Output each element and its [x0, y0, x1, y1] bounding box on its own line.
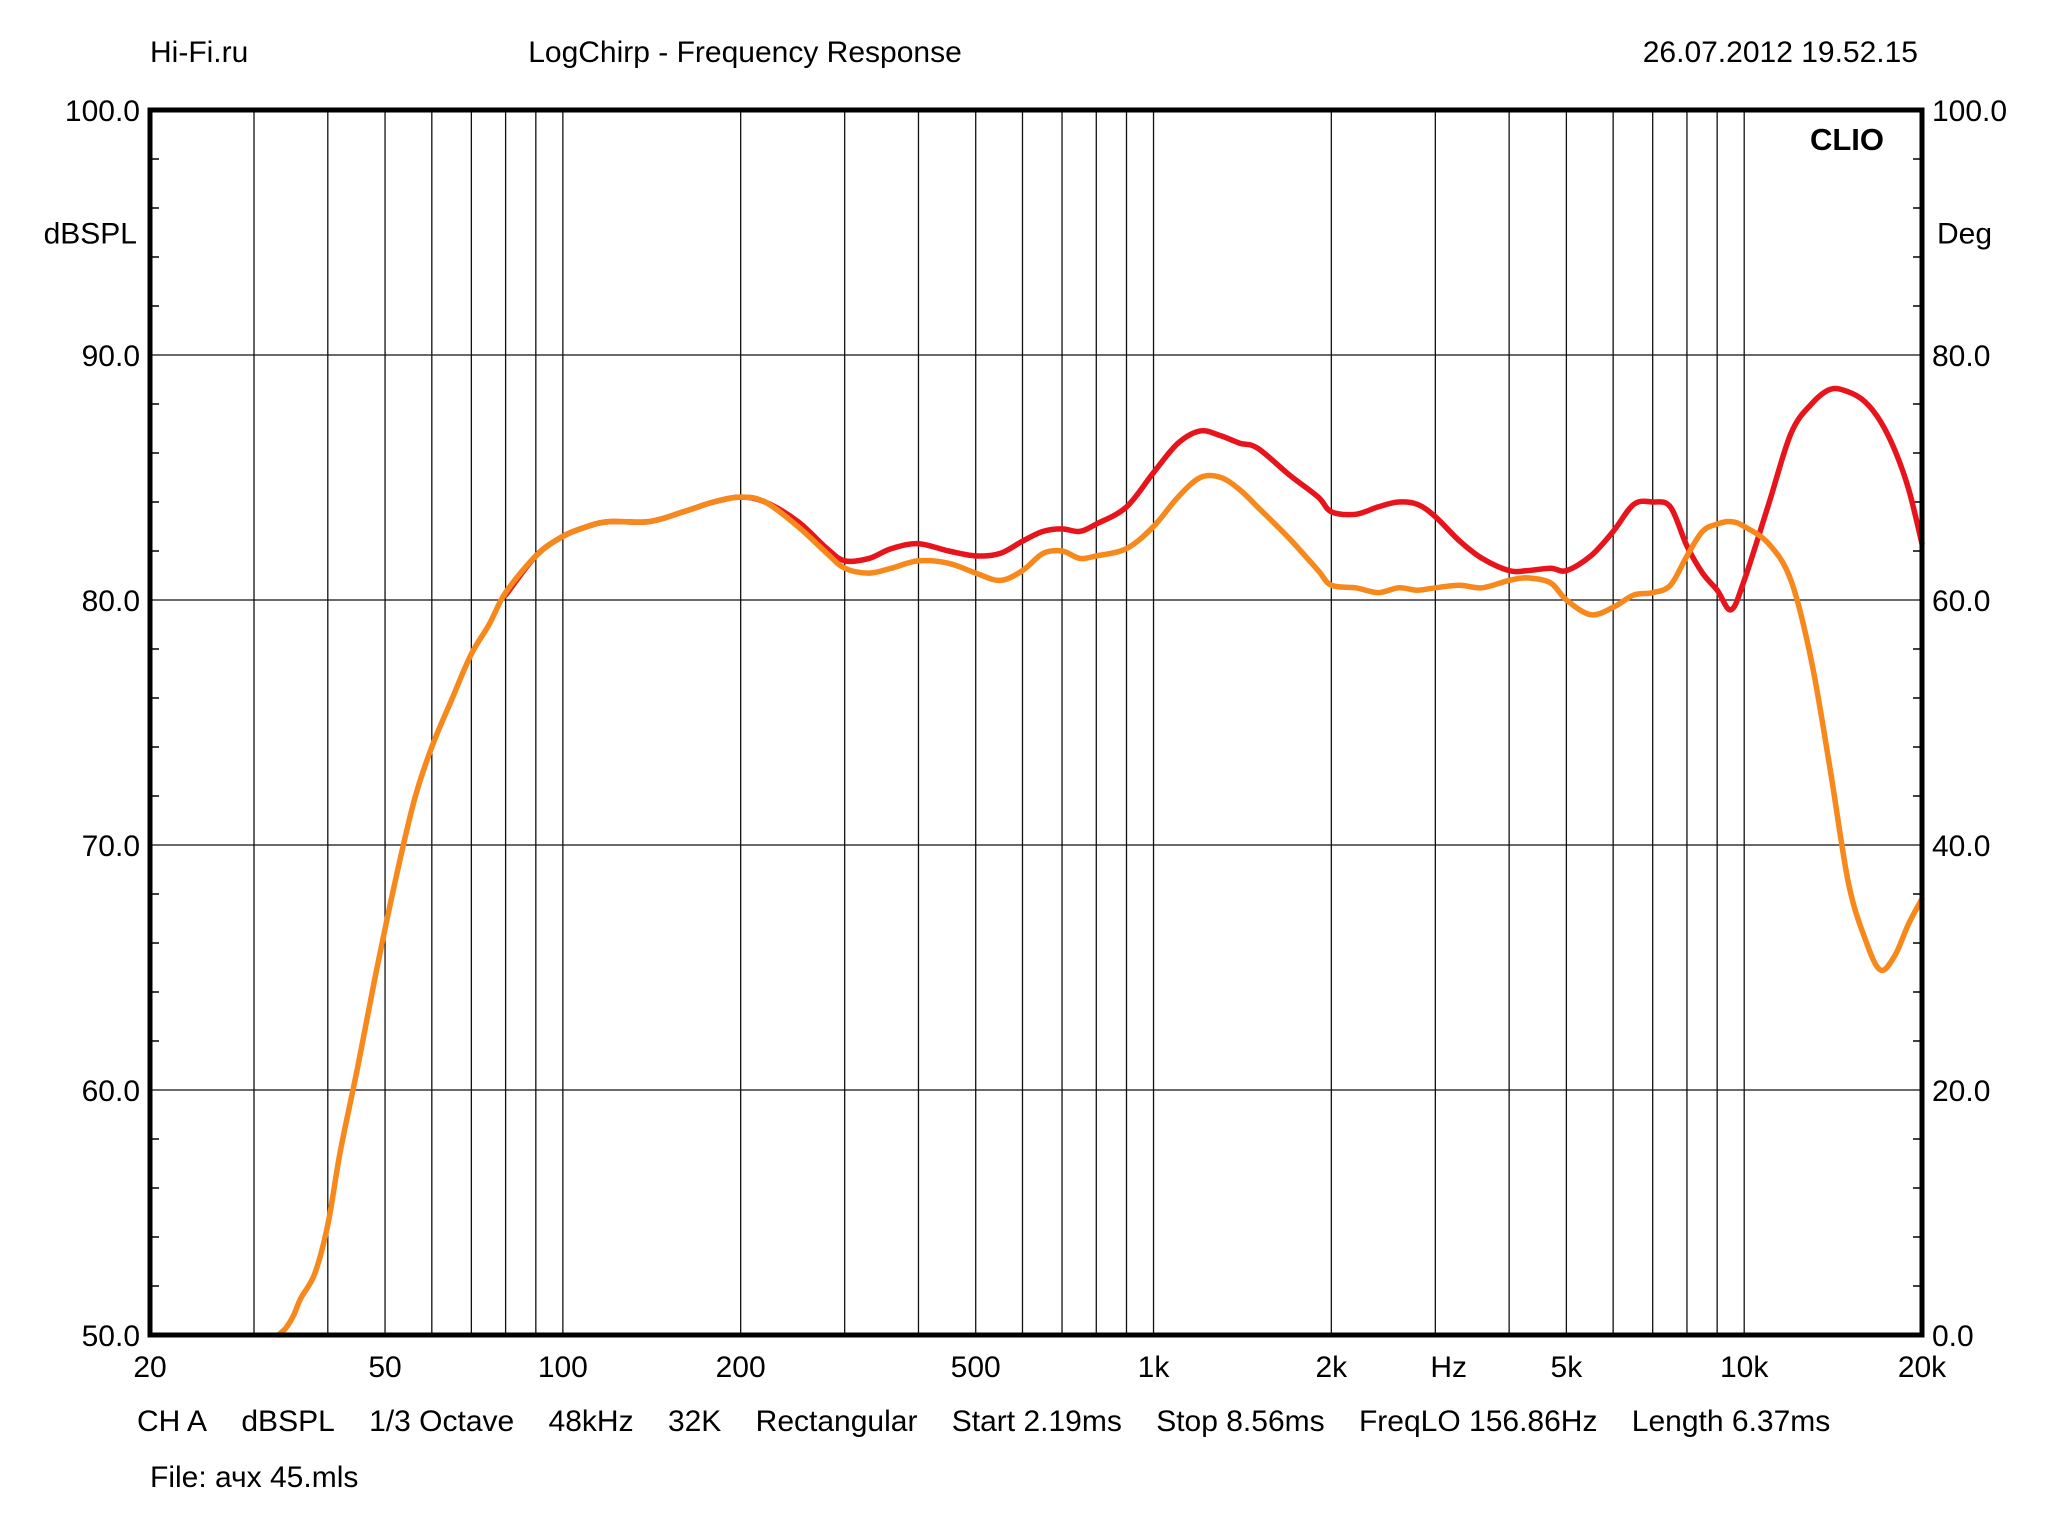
info-smoothing: 1/3 Octave — [369, 1405, 515, 1438]
info-start: Start 2.19ms — [951, 1405, 1122, 1438]
y-tick-label: 50.0 — [82, 1320, 140, 1353]
clio-logo: CLIO — [1810, 122, 1884, 157]
grid — [150, 110, 1922, 1335]
file-name: File: ачх 45.mls — [150, 1461, 359, 1494]
y2-tick-label: 20.0 — [1932, 1075, 1990, 1108]
y-tick-label: 80.0 — [82, 585, 140, 618]
axis-labels: 20 50 100 200 500 1k 2k 5k 10k 20k Hz 50.0 60.0 70.0 8… — [44, 95, 2007, 1384]
info-length: Length 6.37ms — [1631, 1405, 1831, 1438]
y2-tick-label: 100.0 — [1932, 95, 2007, 128]
info-sample-rate: 48kHz — [548, 1405, 634, 1438]
x-tick-label: 20 — [133, 1351, 166, 1384]
y-tick-label: 100.0 — [65, 95, 140, 128]
y2-tick-label: 40.0 — [1932, 830, 1990, 863]
info-unit: dBSPL — [241, 1405, 335, 1438]
info-channel: CH A — [137, 1405, 208, 1438]
x-tick-label: 500 — [951, 1351, 1001, 1384]
measurement-info: CH A dBSPL 1/3 Octave 48kHz 32K Rectangu… — [137, 1405, 1856, 1439]
y-tick-label: 70.0 — [82, 830, 140, 863]
minor-ticks — [150, 158, 1922, 1287]
y-tick-label: 90.0 — [82, 340, 140, 373]
plot-frame — [147, 107, 1925, 1338]
x-tick-label: 2k — [1315, 1351, 1348, 1384]
y2-tick-label: 80.0 — [1932, 340, 1990, 373]
y-tick-label: 60.0 — [82, 1075, 140, 1108]
x-tick-label: 1k — [1138, 1351, 1171, 1384]
x-tick-label: 200 — [716, 1351, 766, 1384]
x-axis-label: Hz — [1430, 1351, 1467, 1384]
series-line-1 — [502, 385, 1925, 613]
y-axis-label: dBSPL — [44, 218, 137, 251]
x-tick-label: 10k — [1720, 1351, 1769, 1384]
info-freqlo: FreqLO 156.86Hz — [1358, 1405, 1598, 1438]
info-size: 32K — [667, 1405, 722, 1438]
info-stop: Stop 8.56ms — [1156, 1405, 1325, 1438]
series-layer — [275, 385, 1925, 1338]
header-timestamp: 26.07.2012 19.52.15 — [1642, 36, 1918, 69]
x-tick-label: 50 — [368, 1351, 401, 1384]
info-window: Rectangular — [755, 1405, 918, 1438]
x-tick-label: 100 — [538, 1351, 588, 1384]
header-source: Hi-Fi.ru — [150, 36, 249, 69]
y2-tick-label: 0.0 — [1932, 1320, 1974, 1353]
x-tick-label: 20k — [1898, 1351, 1947, 1384]
x-tick-label: 5k — [1551, 1351, 1584, 1384]
series-line-2 — [275, 472, 1925, 1338]
y2-tick-label: 60.0 — [1932, 585, 1990, 618]
chart-title: LogChirp - Frequency Response — [528, 36, 962, 69]
y2-axis-label: Deg — [1937, 218, 1992, 251]
